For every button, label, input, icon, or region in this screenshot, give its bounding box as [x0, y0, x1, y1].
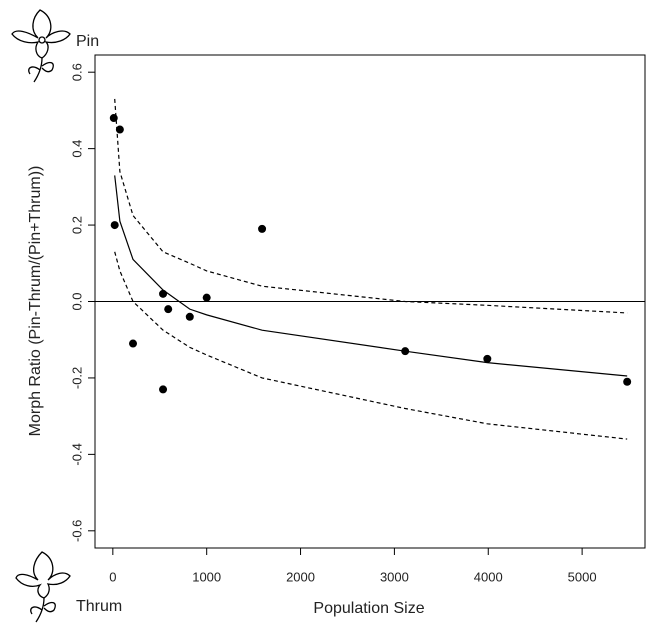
point [258, 224, 267, 233]
x-tick-label: 4000 [474, 569, 503, 584]
y-tick-label: -0.6 [69, 520, 84, 542]
x-tick-label: 2000 [286, 569, 315, 584]
point [483, 354, 492, 363]
y-axis-label: Morph Ratio (Pin-Thrum/(Pin+Thrum)) [27, 166, 44, 437]
top-label: Pin [76, 33, 99, 50]
y-tick-label: 0.4 [69, 140, 84, 158]
x-tick-label: 3000 [380, 569, 409, 584]
y-tick-label: 0.6 [69, 63, 84, 81]
bottom-label: Thrum [76, 598, 122, 615]
x-tick-label: 0 [109, 569, 116, 584]
point [159, 385, 168, 394]
y-tick-label: -0.2 [69, 367, 84, 389]
y-tick-label: -0.4 [69, 443, 84, 465]
pin-flower-icon [11, 9, 71, 83]
x-tick-label: 5000 [568, 569, 597, 584]
point [401, 347, 410, 356]
thrum-flower-icon [15, 551, 71, 623]
upper-band [114, 98, 628, 314]
point [109, 114, 118, 123]
x-tick-label: 1000 [192, 569, 221, 584]
point [623, 377, 632, 386]
point [159, 289, 168, 298]
point [129, 339, 138, 348]
point [110, 221, 119, 230]
lower-band [114, 251, 628, 440]
y-tick-label: 0.0 [69, 292, 84, 310]
point [115, 125, 124, 134]
y-tick-label: 0.2 [69, 216, 84, 234]
point [185, 312, 194, 321]
fit-line [114, 175, 628, 377]
point [202, 293, 211, 302]
x-axis-label: Population Size [313, 600, 424, 617]
point [164, 305, 173, 314]
